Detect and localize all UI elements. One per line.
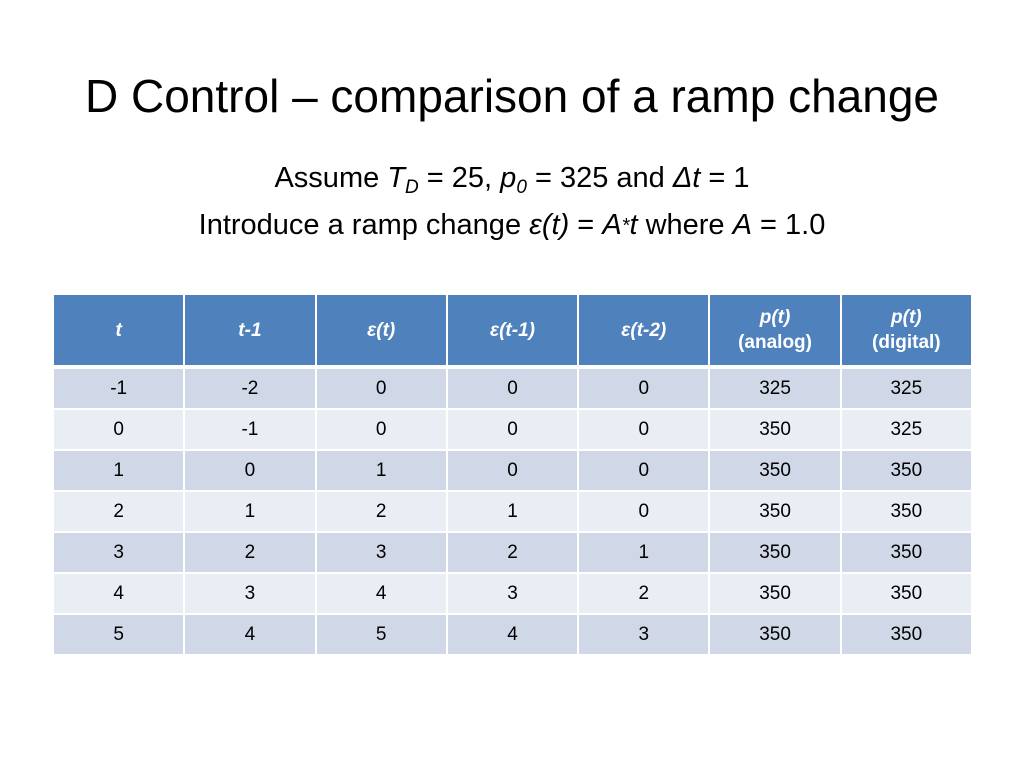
table-cell: 4	[51, 572, 186, 615]
table-cell: 325	[708, 365, 842, 410]
table-cell: -2	[183, 365, 317, 410]
table-cell: 350	[839, 531, 974, 574]
table-cell: 1	[183, 490, 317, 533]
table-cell: 1	[51, 449, 186, 492]
table-cell: 350	[708, 613, 842, 656]
table-cell: 5	[314, 613, 448, 656]
table-row: 1 0 1 0 0 350 350	[51, 449, 974, 492]
header-sublabel: (digital)	[872, 332, 941, 353]
table-cell: 0	[445, 408, 580, 451]
table-cell: 0	[577, 449, 711, 492]
table-cell: 3	[183, 572, 317, 615]
table-cell: 2	[445, 531, 580, 574]
table-cell: 1	[445, 490, 580, 533]
table-row: 5 4 5 4 3 350 350	[51, 613, 974, 656]
assumption-line: Assume TD = 25, p0 = 325 and Δt = 1	[0, 158, 1024, 198]
t-symbol: t	[629, 209, 638, 241]
table-row: 3 2 3 2 1 350 350	[51, 531, 974, 574]
table-row: 4 3 4 3 2 350 350	[51, 572, 974, 615]
where-text: where	[637, 209, 733, 241]
p0-subscript: 0	[516, 177, 527, 198]
table-cell: -1	[51, 365, 186, 410]
p0-symbol: p	[500, 162, 517, 194]
header-label: t-1	[238, 319, 262, 341]
header-t: t	[51, 293, 186, 368]
table-cell: 0	[51, 408, 186, 451]
slide-title: D Control – comparison of a ramp change	[85, 70, 939, 122]
table-cell: 4	[445, 613, 580, 656]
header-label: ε(t-2)	[621, 319, 667, 341]
header-p-analog: p(t) (analog)	[708, 293, 842, 368]
table-cell: 2	[51, 490, 186, 533]
epsilon-expression: ε(t)	[529, 209, 570, 241]
table-row: 2 1 2 1 0 350 350	[51, 490, 974, 533]
delta-t-value-text: = 1	[700, 162, 750, 194]
table-cell: 350	[708, 408, 842, 451]
header-label: t	[115, 319, 122, 341]
td-value-text: = 25,	[418, 162, 501, 194]
header-sublabel: (analog)	[738, 332, 812, 353]
ramp-text: Introduce a ramp change	[198, 209, 530, 241]
table-cell: 5	[51, 613, 186, 656]
table-cell: 2	[577, 572, 711, 615]
table-cell: 0	[577, 490, 711, 533]
header-eps-t-minus-2: ε(t-2)	[577, 293, 711, 368]
table-cell: 350	[839, 449, 974, 492]
table-cell: 3	[577, 613, 711, 656]
table-body: -1 -2 0 0 0 325 325 0 -1 0 0 0 350 325 1 0 1 0 0 350 350 2 1 2 1…	[51, 365, 974, 656]
table-cell: 350	[839, 572, 974, 615]
table-cell: 325	[839, 408, 974, 451]
table-cell: 350	[708, 572, 842, 615]
header-label: ε(t)	[367, 319, 396, 341]
table-cell: 0	[445, 449, 580, 492]
table-cell: 2	[183, 531, 317, 574]
assumption-text: Assume	[274, 162, 388, 194]
a-value-text: = 1.0	[751, 209, 826, 241]
table-cell: 3	[51, 531, 186, 574]
table-cell: 350	[708, 490, 842, 533]
header-p-digital: p(t) (digital)	[839, 293, 974, 368]
table-cell: 325	[839, 365, 974, 410]
table-cell: 0	[314, 408, 448, 451]
header-eps-t: ε(t)	[314, 293, 448, 368]
header-t-minus-1: t-1	[183, 293, 317, 368]
a-symbol-2: A	[732, 209, 752, 241]
table-cell: 0	[445, 365, 580, 410]
table-cell: 3	[445, 572, 580, 615]
delta-t-symbol: Δt	[672, 162, 701, 194]
table-row: -1 -2 0 0 0 325 325	[51, 365, 974, 410]
table-row: 0 -1 0 0 0 350 325	[51, 408, 974, 451]
table-cell: 1	[314, 449, 448, 492]
table-cell: 0	[183, 449, 317, 492]
table-header-row: t t-1 ε(t) ε(t-1) ε(t-2) p(t) (analog) p(…	[51, 293, 974, 368]
table-cell: 350	[708, 449, 842, 492]
ramp-line: Introduce a ramp change ε(t) = A*t where…	[0, 205, 1024, 246]
equals-text: =	[569, 209, 603, 241]
p0-value-text: = 325 and	[526, 162, 673, 194]
table-cell: 2	[314, 490, 448, 533]
table-cell: 350	[708, 531, 842, 574]
header-label: ε(t-1)	[490, 319, 535, 341]
table-cell: 350	[839, 490, 974, 533]
table-cell: 4	[183, 613, 317, 656]
table-cell: -1	[183, 408, 317, 451]
table-cell: 350	[839, 613, 974, 656]
table-cell: 3	[314, 531, 448, 574]
table-cell: 1	[577, 531, 711, 574]
comparison-table: t t-1 ε(t) ε(t-1) ε(t-2) p(t) (analog) p(…	[51, 293, 974, 656]
a-symbol: A	[602, 209, 622, 241]
table-cell: 0	[577, 365, 711, 410]
td-symbol: T	[387, 162, 406, 194]
table-cell: 0	[577, 408, 711, 451]
table-cell: 4	[314, 572, 448, 615]
header-label: p(t)	[759, 307, 791, 328]
td-subscript: D	[405, 177, 419, 198]
header-label: p(t)	[891, 307, 922, 328]
multiply-symbol: *	[621, 215, 630, 237]
table-cell: 0	[314, 365, 448, 410]
header-eps-t-minus-1: ε(t-1)	[445, 293, 580, 368]
